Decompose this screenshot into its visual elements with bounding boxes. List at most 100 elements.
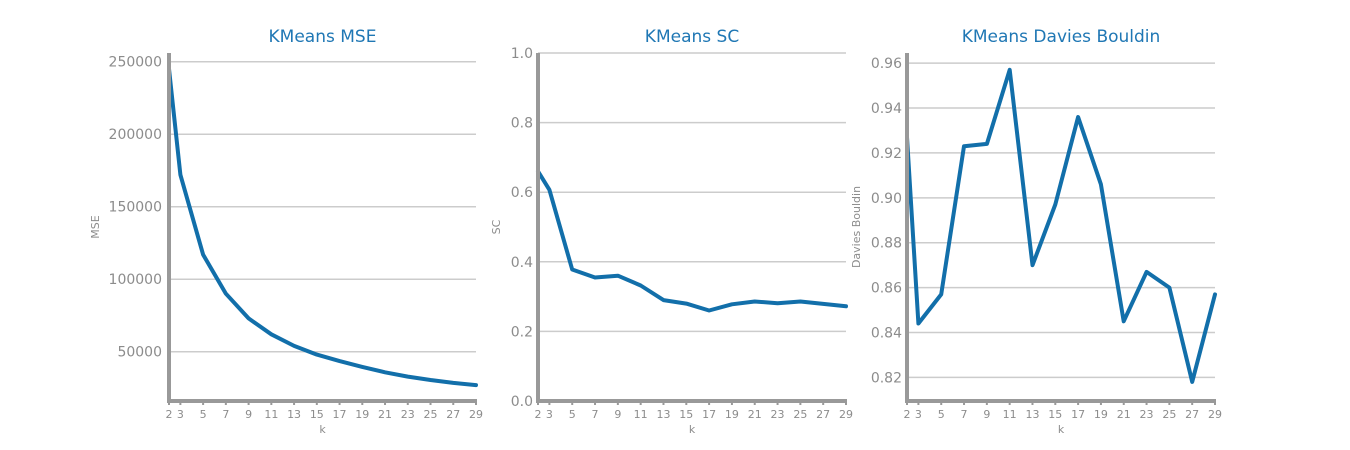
x-tick-label: 21 (1117, 408, 1131, 421)
data-point (247, 316, 251, 320)
y-tick-label: 0.2 (511, 324, 533, 340)
data-point (1030, 263, 1034, 267)
y-tick-label: 200000 (109, 127, 162, 143)
x-axis-label: k (1058, 423, 1065, 436)
data-point (269, 332, 273, 336)
x-tick-label: 7 (222, 408, 229, 421)
data-point (1053, 203, 1057, 207)
data-point (844, 304, 848, 308)
data-point (1190, 380, 1194, 384)
x-tick-label: 23 (771, 408, 785, 421)
x-tick-label: 27 (816, 408, 830, 421)
x-tick-label: 15 (679, 408, 693, 421)
data-point (406, 375, 410, 379)
x-tick-label: 21 (748, 408, 762, 421)
x-tick-label: 5 (938, 408, 945, 421)
x-tick-label: 9 (614, 408, 621, 421)
x-tick-label: 17 (1071, 408, 1085, 421)
y-tick-label: 0.94 (871, 101, 902, 117)
y-tick-label: 0.90 (871, 191, 902, 207)
x-tick-label: 13 (287, 408, 301, 421)
x-tick-label: 7 (592, 408, 599, 421)
data-point (178, 173, 182, 177)
y-tick-label: 0.96 (871, 56, 902, 72)
x-tick-label: 25 (1162, 408, 1176, 421)
data-point (1008, 68, 1012, 72)
x-tick-label: 7 (961, 408, 968, 421)
y-tick-label: 0.0 (511, 394, 533, 410)
y-tick-label: 1.0 (511, 46, 533, 62)
chart-panel-3: 0.82 0.84 0.86 0.88 0.90 0.92 0.94 0.96 2 3 5 7 9 11 1… (850, 27, 1222, 436)
x-tick-label: 29 (839, 408, 853, 421)
data-point (292, 344, 296, 348)
x-tick-label: 11 (634, 408, 648, 421)
data-point (360, 365, 364, 369)
data-point (916, 322, 920, 326)
data-point (1213, 292, 1217, 296)
data-point (661, 298, 665, 302)
data-point (753, 299, 757, 303)
data-point (821, 302, 825, 306)
data-point (451, 381, 455, 385)
chart-panel-2: 0.0 0.2 0.4 0.6 0.8 1.0 2 3 5 7 9 11 13 15 17 19 21 23 25 2… (490, 27, 853, 436)
y-tick-label: 100000 (109, 272, 162, 288)
y-axis-label: SC (490, 219, 503, 234)
x-tick-label: 19 (355, 408, 369, 421)
x-tick-label: 9 (983, 408, 990, 421)
data-point (570, 267, 574, 271)
x-tick-label: 23 (401, 408, 415, 421)
data-point (1099, 182, 1103, 186)
x-tick-label: 25 (424, 408, 438, 421)
x-tick-label: 29 (469, 408, 483, 421)
data-point (547, 188, 551, 192)
x-tick-label: 17 (702, 408, 716, 421)
data-point (707, 309, 711, 313)
series-line (905, 67, 1217, 384)
data-point (474, 383, 478, 387)
x-tick-label: 15 (310, 408, 324, 421)
x-axis-label: k (689, 423, 696, 436)
y-tick-label: 150000 (109, 200, 162, 216)
data-point (1167, 286, 1171, 290)
y-tick-label: 0.86 (871, 281, 902, 297)
y-axis-label: Davies Bouldin (850, 186, 863, 268)
data-point (1076, 115, 1080, 119)
x-axis-label: k (319, 423, 326, 436)
y-tick-label: 0.6 (511, 185, 533, 201)
y-tick-label: 0.88 (871, 236, 902, 252)
x-tick-label: 15 (1048, 408, 1062, 421)
x-tick-label: 3 (177, 408, 184, 421)
chart-panel-1: 50000 100000 150000 200000 250000 2 3 5 7 9 11 13 15… (89, 27, 483, 436)
data-point (985, 142, 989, 146)
data-point (315, 353, 319, 357)
data-point (593, 275, 597, 279)
x-tick-label: 17 (333, 408, 347, 421)
x-tick-label: 27 (1185, 408, 1199, 421)
data-point (429, 378, 433, 382)
series-line (536, 169, 848, 313)
x-tick-label: 2 (166, 408, 173, 421)
y-tick-label: 0.8 (511, 116, 533, 132)
data-point (383, 370, 387, 374)
data-point (684, 302, 688, 306)
y-tick-label: 50000 (117, 345, 162, 361)
x-tick-label: 27 (446, 408, 460, 421)
x-tick-label: 21 (378, 408, 392, 421)
data-point (639, 283, 643, 287)
data-point (1122, 319, 1126, 323)
x-tick-label: 3 (915, 408, 922, 421)
chart-title: KMeans MSE (269, 27, 377, 47)
data-point (224, 292, 228, 296)
data-point (730, 302, 734, 306)
x-tick-label: 13 (656, 408, 670, 421)
y-tick-label: 0.4 (511, 255, 533, 271)
x-tick-label: 13 (1025, 408, 1039, 421)
y-tick-label: 250000 (109, 55, 162, 71)
x-tick-label: 25 (793, 408, 807, 421)
x-tick-label: 2 (535, 408, 542, 421)
data-point (616, 274, 620, 278)
x-tick-label: 5 (569, 408, 576, 421)
y-axis-label: MSE (89, 215, 102, 238)
data-point (338, 359, 342, 363)
